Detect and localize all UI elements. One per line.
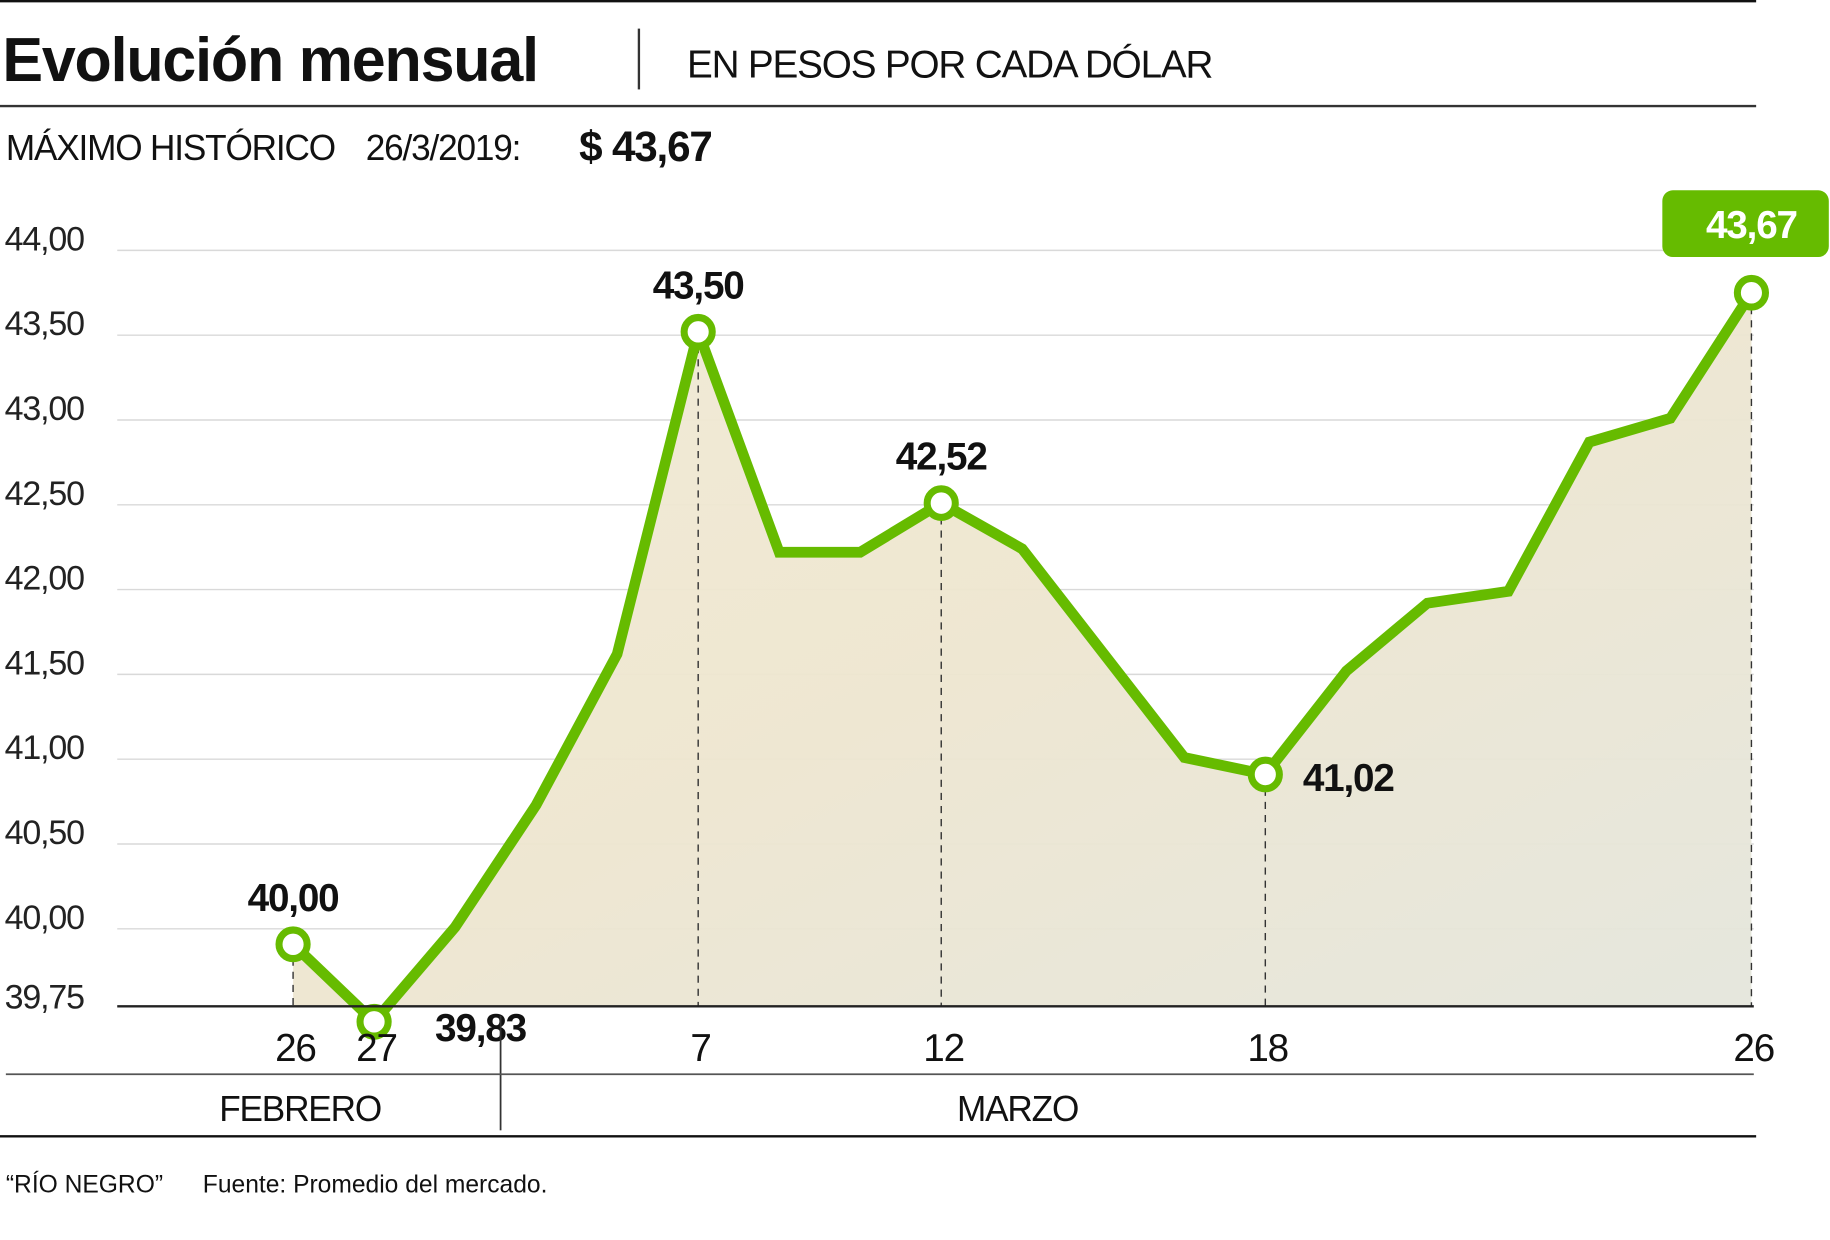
- series-line: [275, 274, 1770, 1040]
- chart-title: Evolución mensual: [2, 26, 538, 96]
- x-axis-labels: 26 27 7 12 18 26: [275, 1027, 1775, 1070]
- y-tick-label: 42,50: [5, 475, 84, 513]
- data-label: 42,52: [896, 435, 987, 478]
- chart-subtitle: EN PESOS POR CADA DÓLAR: [687, 43, 1212, 86]
- y-tick-label: 40,00: [5, 899, 84, 937]
- max-value-label: 43,67: [1706, 204, 1797, 247]
- data-point-marker: [680, 313, 716, 350]
- area-fill: [293, 292, 1752, 1022]
- data-point-marker: [1247, 756, 1283, 793]
- month-label: FEBRERO: [219, 1089, 381, 1129]
- x-tick-label: 26: [1733, 1027, 1774, 1070]
- x-tick-label: 12: [923, 1027, 964, 1070]
- x-tick-label: 7: [690, 1027, 710, 1070]
- data-line: [289, 289, 1756, 1030]
- month-label: MARZO: [957, 1089, 1078, 1129]
- data-label: 40,00: [248, 877, 339, 920]
- y-tick-label: 43,00: [5, 390, 84, 428]
- credit-text: “RÍO NEGRO”: [6, 1171, 163, 1198]
- y-tick-label: 42,00: [5, 559, 84, 597]
- y-tick-label: 41,50: [5, 644, 84, 682]
- y-tick-label: 40,50: [5, 814, 84, 852]
- x-tick-label: 18: [1247, 1027, 1288, 1070]
- x-tick-label: 26: [275, 1027, 316, 1070]
- y-tick-label: 41,00: [5, 729, 84, 767]
- area-under-line: [293, 292, 1752, 1022]
- x-tick-label: 27: [356, 1027, 397, 1070]
- y-tick-label: 44,00: [5, 220, 84, 258]
- data-labels: 40,00 39,83 43,50 42,52 41,02 43,67: [248, 190, 1829, 1050]
- data-point-marker: [923, 485, 959, 521]
- data-label: 41,02: [1303, 757, 1394, 800]
- y-tick-label: 39,75: [5, 978, 84, 1016]
- y-tick-label: 43,50: [5, 305, 84, 343]
- data-label: 39,83: [435, 1007, 526, 1050]
- data-label: 43,50: [653, 264, 744, 307]
- data-point-marker: [1733, 274, 1770, 311]
- data-point-marker: [275, 926, 311, 963]
- record-value: $ 43,67: [579, 123, 712, 171]
- y-axis-labels: 44,00 43,50 43,00 42,50 42,00 41,50 41,00 40,50…: [5, 220, 85, 1017]
- record-date: 26/3/2019:: [366, 127, 521, 167]
- month-labels: FEBRERO MARZO: [219, 1089, 1079, 1129]
- source-text: Fuente: Promedio del mercado.: [203, 1171, 548, 1198]
- record-label: MÁXIMO HISTÓRICO: [6, 127, 335, 167]
- max-value-badge: [1662, 190, 1829, 258]
